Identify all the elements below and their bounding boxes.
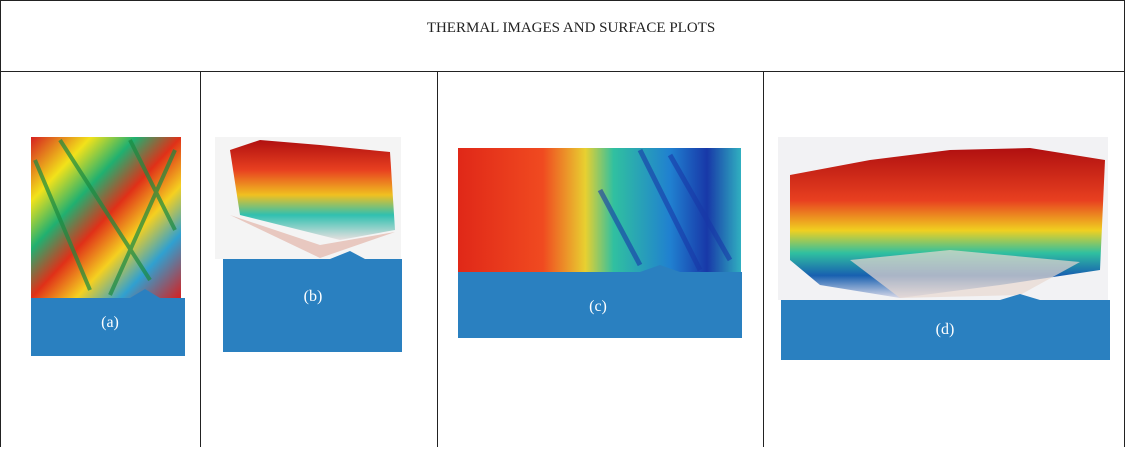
- panel-label: (a): [101, 314, 119, 331]
- thermal-image: [31, 137, 181, 298]
- table-title: THERMAL IMAGES AND SURFACE PLOTS: [427, 20, 715, 36]
- panel-d: (d): [778, 137, 1110, 360]
- panel-b: (b): [215, 137, 402, 352]
- panel-label: (b): [304, 288, 323, 305]
- panel-label: (c): [589, 298, 607, 315]
- panel-c: (c): [458, 148, 742, 338]
- panel-label: (d): [936, 321, 955, 338]
- figure-table: THERMAL IMAGES AND SURFACE PLOTS (a) (b)…: [0, 0, 1126, 447]
- panel-a: (a): [31, 137, 185, 356]
